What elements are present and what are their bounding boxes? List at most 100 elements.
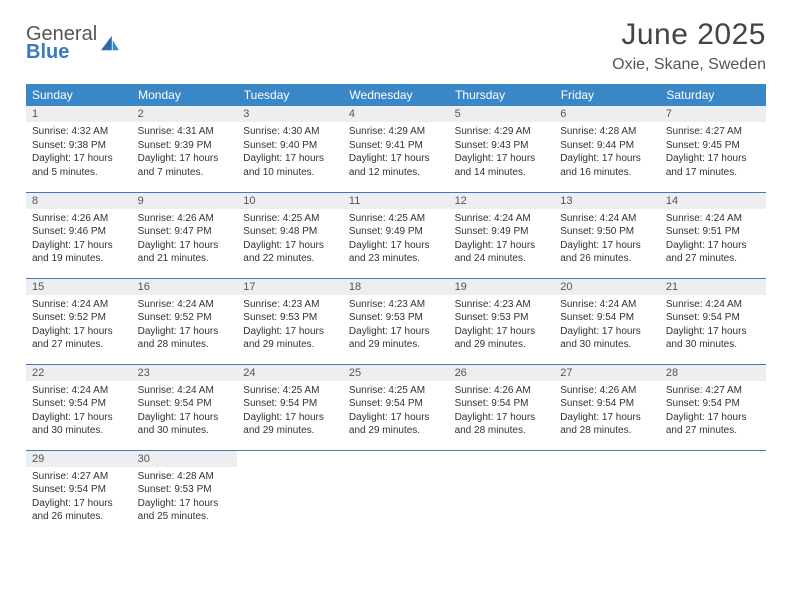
calendar-header-row: SundayMondayTuesdayWednesdayThursdayFrid… (26, 84, 766, 106)
calendar-page: General Blue June 2025 Oxie, Skane, Swed… (0, 0, 792, 612)
sunset-line: Sunset: 9:41 PM (349, 139, 443, 153)
sunset-line: Sunset: 9:54 PM (666, 311, 760, 325)
sunrise-line: Sunrise: 4:24 AM (666, 212, 760, 226)
day-number: 7 (660, 106, 766, 122)
weekday-header: Friday (554, 84, 660, 106)
sunrise-line: Sunrise: 4:24 AM (560, 298, 654, 312)
daylight-line: Daylight: 17 hours and 24 minutes. (455, 239, 549, 266)
sunrise-line: Sunrise: 4:26 AM (560, 384, 654, 398)
daylight-line: Daylight: 17 hours and 27 minutes. (666, 239, 760, 266)
day-body: Sunrise: 4:24 AMSunset: 9:54 PMDaylight:… (132, 381, 238, 442)
calendar-day-cell: 24Sunrise: 4:25 AMSunset: 9:54 PMDayligh… (237, 364, 343, 450)
day-body: Sunrise: 4:26 AMSunset: 9:54 PMDaylight:… (554, 381, 660, 442)
sunrise-line: Sunrise: 4:27 AM (666, 384, 760, 398)
calendar-day-cell: 9Sunrise: 4:26 AMSunset: 9:47 PMDaylight… (132, 192, 238, 278)
daylight-line: Daylight: 17 hours and 30 minutes. (560, 325, 654, 352)
day-body: Sunrise: 4:24 AMSunset: 9:54 PMDaylight:… (26, 381, 132, 442)
daylight-line: Daylight: 17 hours and 28 minutes. (455, 411, 549, 438)
weekday-header: Wednesday (343, 84, 449, 106)
calendar-day-cell (449, 450, 555, 536)
day-body: Sunrise: 4:27 AMSunset: 9:54 PMDaylight:… (26, 467, 132, 528)
sunset-line: Sunset: 9:40 PM (243, 139, 337, 153)
day-number: 18 (343, 279, 449, 295)
sunset-line: Sunset: 9:54 PM (138, 397, 232, 411)
calendar-day-cell: 25Sunrise: 4:25 AMSunset: 9:54 PMDayligh… (343, 364, 449, 450)
sunrise-line: Sunrise: 4:29 AM (349, 125, 443, 139)
day-body: Sunrise: 4:25 AMSunset: 9:48 PMDaylight:… (237, 209, 343, 270)
month-title: June 2025 (612, 18, 766, 52)
sunrise-line: Sunrise: 4:27 AM (666, 125, 760, 139)
day-body: Sunrise: 4:27 AMSunset: 9:54 PMDaylight:… (660, 381, 766, 442)
daylight-line: Daylight: 17 hours and 28 minutes. (560, 411, 654, 438)
day-number: 21 (660, 279, 766, 295)
sunrise-line: Sunrise: 4:30 AM (243, 125, 337, 139)
day-body: Sunrise: 4:25 AMSunset: 9:49 PMDaylight:… (343, 209, 449, 270)
sunset-line: Sunset: 9:54 PM (349, 397, 443, 411)
sunrise-line: Sunrise: 4:28 AM (138, 470, 232, 484)
day-body: Sunrise: 4:31 AMSunset: 9:39 PMDaylight:… (132, 122, 238, 183)
day-number: 2 (132, 106, 238, 122)
daylight-line: Daylight: 17 hours and 27 minutes. (666, 411, 760, 438)
calendar-day-cell: 14Sunrise: 4:24 AMSunset: 9:51 PMDayligh… (660, 192, 766, 278)
sunset-line: Sunset: 9:47 PM (138, 225, 232, 239)
sunset-line: Sunset: 9:54 PM (666, 397, 760, 411)
calendar-day-cell: 19Sunrise: 4:23 AMSunset: 9:53 PMDayligh… (449, 278, 555, 364)
day-number: 13 (554, 193, 660, 209)
daylight-line: Daylight: 17 hours and 25 minutes. (138, 497, 232, 524)
daylight-line: Daylight: 17 hours and 21 minutes. (138, 239, 232, 266)
sunrise-line: Sunrise: 4:23 AM (349, 298, 443, 312)
day-number: 22 (26, 365, 132, 381)
calendar-day-cell: 20Sunrise: 4:24 AMSunset: 9:54 PMDayligh… (554, 278, 660, 364)
sunrise-line: Sunrise: 4:27 AM (32, 470, 126, 484)
day-body: Sunrise: 4:24 AMSunset: 9:51 PMDaylight:… (660, 209, 766, 270)
daylight-line: Daylight: 17 hours and 26 minutes. (32, 497, 126, 524)
day-number: 8 (26, 193, 132, 209)
day-body: Sunrise: 4:25 AMSunset: 9:54 PMDaylight:… (237, 381, 343, 442)
weekday-header: Saturday (660, 84, 766, 106)
calendar-day-cell: 12Sunrise: 4:24 AMSunset: 9:49 PMDayligh… (449, 192, 555, 278)
calendar-day-cell (660, 450, 766, 536)
day-body: Sunrise: 4:26 AMSunset: 9:54 PMDaylight:… (449, 381, 555, 442)
sunrise-line: Sunrise: 4:25 AM (349, 212, 443, 226)
daylight-line: Daylight: 17 hours and 23 minutes. (349, 239, 443, 266)
day-number: 25 (343, 365, 449, 381)
day-body: Sunrise: 4:25 AMSunset: 9:54 PMDaylight:… (343, 381, 449, 442)
sunset-line: Sunset: 9:54 PM (560, 397, 654, 411)
day-body: Sunrise: 4:29 AMSunset: 9:43 PMDaylight:… (449, 122, 555, 183)
daylight-line: Daylight: 17 hours and 29 minutes. (349, 411, 443, 438)
day-body: Sunrise: 4:24 AMSunset: 9:54 PMDaylight:… (660, 295, 766, 356)
day-body: Sunrise: 4:24 AMSunset: 9:54 PMDaylight:… (554, 295, 660, 356)
calendar-day-cell: 5Sunrise: 4:29 AMSunset: 9:43 PMDaylight… (449, 106, 555, 192)
sunset-line: Sunset: 9:50 PM (560, 225, 654, 239)
calendar-day-cell: 22Sunrise: 4:24 AMSunset: 9:54 PMDayligh… (26, 364, 132, 450)
calendar-day-cell (237, 450, 343, 536)
sunset-line: Sunset: 9:54 PM (32, 397, 126, 411)
daylight-line: Daylight: 17 hours and 19 minutes. (32, 239, 126, 266)
day-body: Sunrise: 4:29 AMSunset: 9:41 PMDaylight:… (343, 122, 449, 183)
daylight-line: Daylight: 17 hours and 30 minutes. (666, 325, 760, 352)
calendar-day-cell: 27Sunrise: 4:26 AMSunset: 9:54 PMDayligh… (554, 364, 660, 450)
daylight-line: Daylight: 17 hours and 12 minutes. (349, 152, 443, 179)
sunset-line: Sunset: 9:54 PM (32, 483, 126, 497)
day-number: 11 (343, 193, 449, 209)
calendar-day-cell: 3Sunrise: 4:30 AMSunset: 9:40 PMDaylight… (237, 106, 343, 192)
calendar-day-cell: 7Sunrise: 4:27 AMSunset: 9:45 PMDaylight… (660, 106, 766, 192)
calendar-day-cell: 28Sunrise: 4:27 AMSunset: 9:54 PMDayligh… (660, 364, 766, 450)
day-number: 16 (132, 279, 238, 295)
day-number: 19 (449, 279, 555, 295)
sunset-line: Sunset: 9:44 PM (560, 139, 654, 153)
weekday-header: Sunday (26, 84, 132, 106)
day-body: Sunrise: 4:24 AMSunset: 9:50 PMDaylight:… (554, 209, 660, 270)
calendar-week-row: 29Sunrise: 4:27 AMSunset: 9:54 PMDayligh… (26, 450, 766, 536)
brand-line2: Blue (26, 42, 97, 62)
day-number: 10 (237, 193, 343, 209)
daylight-line: Daylight: 17 hours and 26 minutes. (560, 239, 654, 266)
daylight-line: Daylight: 17 hours and 28 minutes. (138, 325, 232, 352)
day-body: Sunrise: 4:32 AMSunset: 9:38 PMDaylight:… (26, 122, 132, 183)
sunset-line: Sunset: 9:45 PM (666, 139, 760, 153)
day-number: 5 (449, 106, 555, 122)
sunset-line: Sunset: 9:54 PM (455, 397, 549, 411)
calendar-grid: SundayMondayTuesdayWednesdayThursdayFrid… (26, 84, 766, 536)
day-body: Sunrise: 4:23 AMSunset: 9:53 PMDaylight:… (237, 295, 343, 356)
calendar-day-cell (554, 450, 660, 536)
